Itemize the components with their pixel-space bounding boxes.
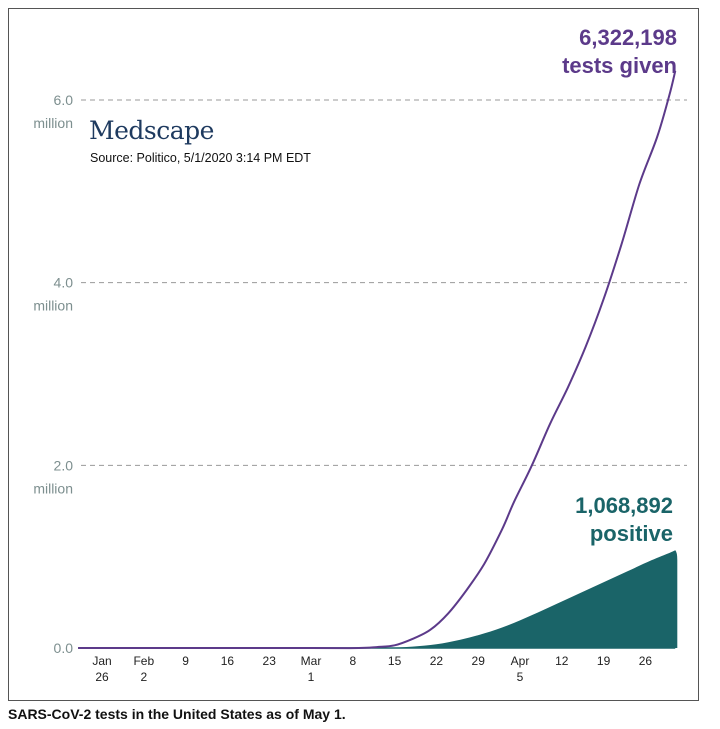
x-tick-label: 9 [182,654,189,668]
medscape-logo: Medscape [89,116,214,145]
positive-value-annotation: 1,068,892 [575,493,673,518]
positive-area [78,550,678,648]
figure-caption: SARS-CoV-2 tests in the United States as… [8,706,346,722]
x-tick-label: Apr [511,654,530,668]
positive-label-annotation: positive [590,521,673,546]
x-tick-label: 26 [639,654,653,668]
x-tick-label: 8 [349,654,356,668]
chart-frame: 0.0 2.0 million 4.0 million 6.0 million Jan 26 F… [8,8,699,701]
y-tick-unit: million [33,115,73,131]
x-tick-sublabel: 2 [140,670,147,684]
gridlines [81,99,687,466]
tests-value-annotation: 6,322,198 [579,25,677,50]
x-tick-label: 19 [597,654,611,668]
y-tick-unit: million [33,298,73,314]
x-tick-label: 29 [472,654,486,668]
chart-svg: 0.0 2.0 million 4.0 million 6.0 million Jan 26 F… [33,25,687,684]
x-tick-label: 16 [221,654,235,668]
x-tick-label: Jan [92,654,111,668]
source-note: Source: Politico, 5/1/2020 3:14 PM EDT [90,151,311,165]
x-tick-label: Mar [301,654,322,668]
y-tick-label: 4.0 [54,275,74,291]
y-axis-labels: 0.0 2.0 million 4.0 million 6.0 million [33,92,73,656]
x-tick-label: Feb [133,654,154,668]
tests-label-annotation: tests given [562,53,677,78]
x-tick-sublabel: 5 [517,670,524,684]
x-tick-sublabel: 26 [95,670,109,684]
x-tick-sublabel: 1 [308,670,315,684]
tests-given-line [78,70,677,650]
x-tick-label: 12 [555,654,569,668]
y-tick-label: 2.0 [54,457,74,473]
x-tick-label: 22 [430,654,444,668]
x-tick-label: 23 [263,654,277,668]
x-tick-label: 15 [388,654,402,668]
y-tick-label: 6.0 [54,92,74,108]
y-tick-label: 0.0 [54,640,74,656]
y-tick-unit: million [33,480,73,496]
